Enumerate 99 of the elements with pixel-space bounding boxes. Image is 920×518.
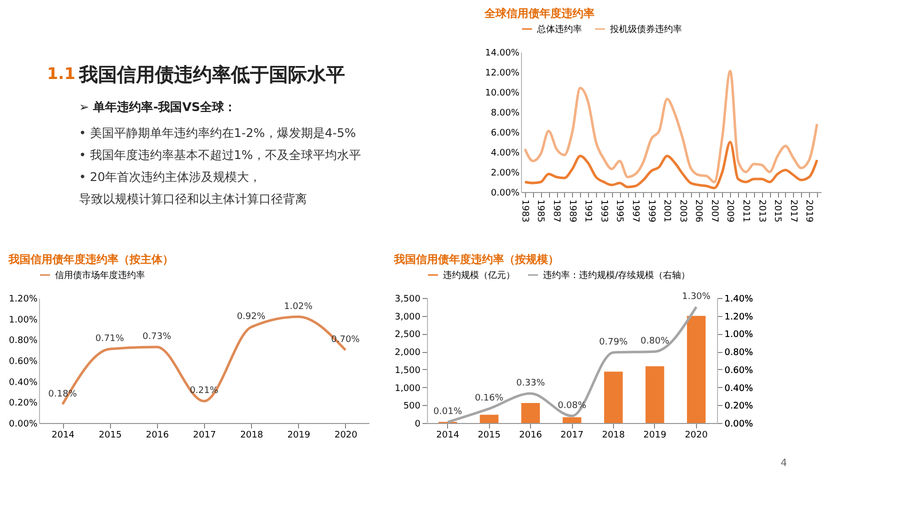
legend-label: 违约率：违约规模/存续规模（右轴）: [543, 270, 690, 281]
y-tick-label: 2,000: [394, 348, 421, 358]
text: • 我国年度违约率基本不超过1%，不及全球平均水平: [79, 148, 361, 162]
data-label: 0.71%: [95, 334, 124, 344]
bar: [480, 414, 498, 423]
y-tick-label: 0.00%: [490, 188, 520, 198]
y2-tick-label: 0.00%: [724, 420, 754, 430]
bar: [686, 316, 706, 423]
y2-tick-label: 0.60%: [724, 366, 754, 376]
x-tick-label: 2019: [643, 430, 667, 440]
chart-title: 全球信用债年度违约率: [484, 7, 595, 20]
x-tick-label: 2019: [287, 430, 311, 440]
text: • 20年首次违约主体涉及规模大，: [79, 170, 262, 184]
y-tick-label: 0: [414, 420, 421, 430]
line-series: [524, 70, 818, 184]
x-tick-label: 2018: [602, 430, 626, 440]
x-tick-label: 2020: [334, 430, 358, 440]
legend-label: 投机级债券违约率: [609, 24, 682, 35]
y-tick-label: 0.60%: [8, 357, 38, 367]
x-tick-label: 1999: [646, 200, 656, 223]
data-label: 0.80%: [640, 336, 670, 347]
x-tick-label: 2015: [478, 430, 501, 440]
x-tick-label: 2017: [193, 430, 216, 440]
text: ➢ 单年违约率-我国VS全球：: [79, 100, 236, 114]
y-tick-label: 2.00%: [490, 168, 520, 178]
x-tick-label: 2017: [788, 200, 798, 222]
x-tick-label: 2015: [772, 200, 782, 222]
x-tick-label: 2019: [804, 200, 814, 223]
x-tick-label: 2003: [677, 200, 688, 222]
y-tick-label: 0.40%: [8, 378, 38, 388]
y-tick-label: 2,500: [394, 330, 421, 340]
y-tick-label: 14.00%: [485, 48, 520, 58]
x-tick-label: 2016: [519, 430, 542, 440]
text: • 美国平静期单年违约率约在1-2%，爆发期是4-5%: [79, 126, 356, 140]
data-label: 1.02%: [284, 302, 314, 312]
y-tick-label: 4.00%: [490, 148, 520, 158]
x-tick-label: 2018: [240, 430, 264, 440]
y2-tick-label: 1.00%: [724, 330, 754, 340]
y-tick-label: 8.00%: [490, 108, 520, 118]
data-label: 0.92%: [236, 312, 266, 322]
data-label: 0.79%: [599, 337, 628, 348]
x-tick-label: 1987: [551, 200, 562, 222]
data-label: 0.08%: [558, 400, 587, 411]
x-tick-label: 2016: [146, 430, 170, 440]
data-label: 0.16%: [474, 394, 504, 404]
x-tick-label: 2014: [436, 430, 460, 440]
x-tick-label: 2011: [740, 200, 750, 222]
legend-label: 总体违约率: [536, 24, 582, 35]
data-label: 0.33%: [516, 378, 546, 389]
bar: [562, 417, 582, 423]
text: 4: [780, 458, 787, 469]
y2-tick-label: 1.40%: [724, 294, 754, 304]
x-tick-label: 1983: [519, 200, 530, 222]
text: 1.1: [47, 64, 76, 83]
chart-title: 我国信用债年度违约率（按主体）: [7, 253, 174, 266]
y-tick-label: 1,000: [394, 384, 421, 394]
bar: [646, 366, 664, 423]
x-tick-label: 2020: [684, 430, 708, 440]
data-label: 0.73%: [142, 332, 172, 342]
legend-label: 违约规模（亿元）: [443, 270, 515, 281]
y-tick-label: 1.20%: [8, 294, 38, 304]
text: 导致以规模计算口径和以主体计算口径背离: [79, 192, 307, 206]
y2-tick-label: 0.40%: [724, 384, 754, 394]
x-tick-label: 1985: [535, 200, 546, 222]
y-tick-label: 0.00%: [8, 420, 38, 430]
y-tick-label: 1,500: [394, 366, 421, 376]
x-tick-label: 2007: [708, 200, 719, 222]
legend-label: 信用债市场年度违约率: [55, 270, 145, 281]
y-tick-label: 1.00%: [8, 315, 38, 326]
bar: [521, 403, 540, 423]
x-tick-label: 1991: [582, 200, 593, 222]
x-tick-label: 2001: [662, 200, 672, 222]
x-tick-label: 2009: [724, 200, 735, 223]
x-tick-label: 2006: [693, 200, 704, 223]
data-label: 1.30%: [682, 292, 712, 302]
y-tick-label: 500: [403, 402, 421, 412]
x-tick-label: 2017: [560, 430, 584, 440]
y2-tick-label: 1.20%: [724, 312, 754, 322]
x-tick-label: 2015: [98, 430, 122, 440]
y-tick-label: 0.80%: [8, 336, 38, 346]
bar: [604, 372, 623, 423]
x-tick-label: 2013: [756, 200, 766, 222]
y-tick-label: 6.00%: [490, 128, 520, 138]
y2-tick-label: 0.80%: [724, 348, 754, 358]
text: 我国信用债违约率低于国际水平: [78, 64, 345, 86]
x-tick-label: 1989: [566, 200, 577, 223]
line-series: [524, 140, 818, 190]
data-label: 0.01%: [433, 407, 462, 418]
y-tick-label: 10.00%: [485, 88, 520, 98]
x-tick-label: 1993: [598, 200, 608, 222]
y2-tick-label: 0.20%: [724, 402, 754, 412]
y-tick-label: 12.00%: [485, 68, 520, 78]
y-tick-label: 0.20%: [8, 398, 38, 409]
y-tick-label: 3,500: [394, 294, 421, 304]
x-tick-label: 1995: [614, 200, 624, 222]
x-tick-label: 1997: [630, 200, 640, 222]
y-tick-label: 3,000: [394, 312, 421, 322]
x-tick-label: 2014: [52, 430, 75, 440]
chart-title: 我国信用债年度违约率（按规模）: [393, 253, 560, 266]
